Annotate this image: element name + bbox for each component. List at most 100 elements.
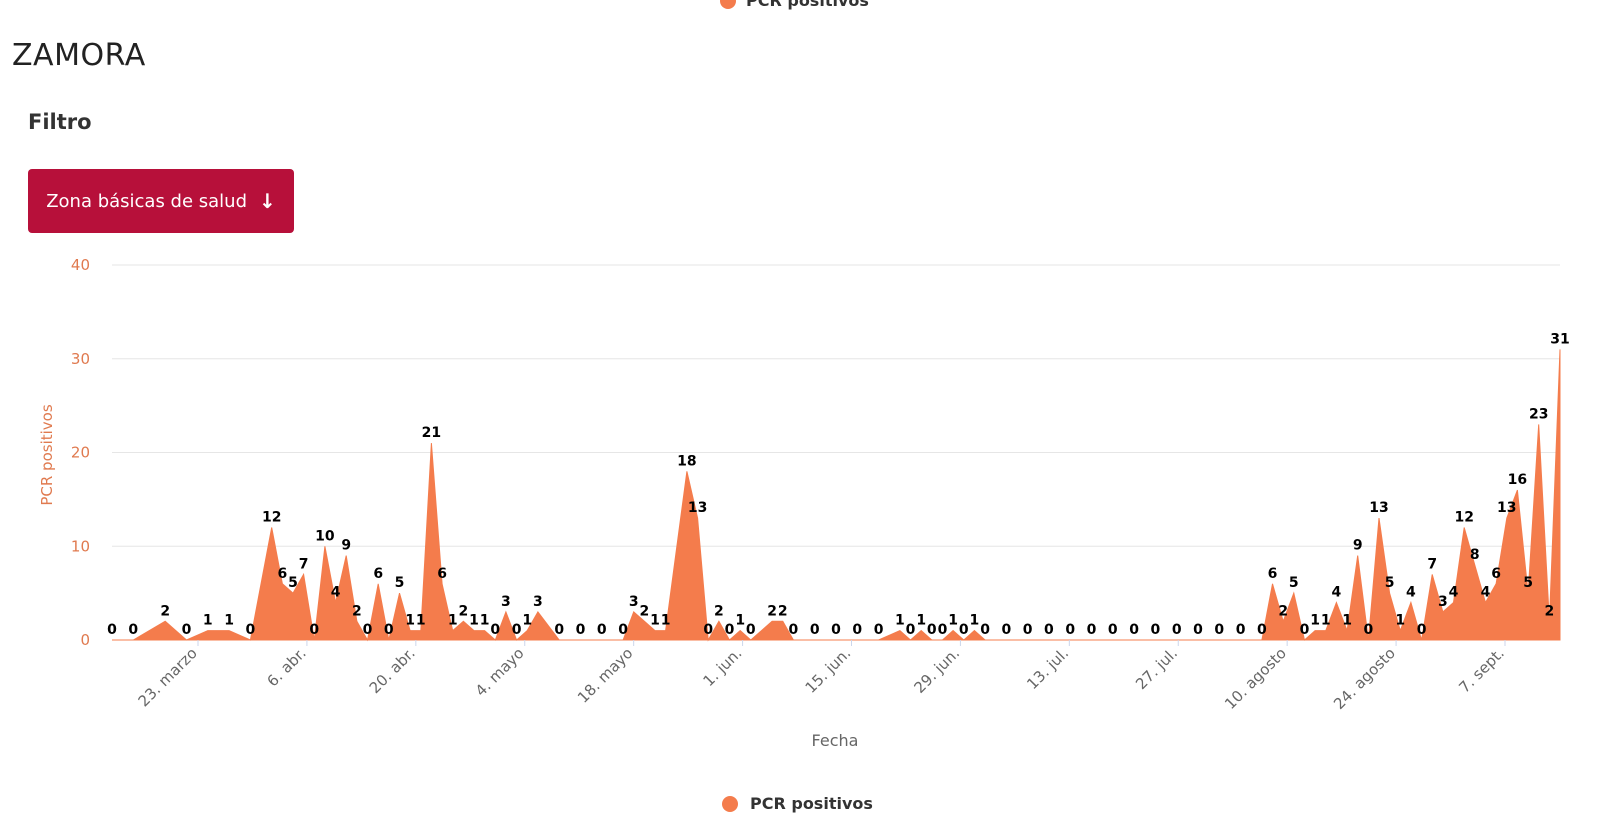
x-tick-label: 29. jun. — [911, 644, 964, 697]
data-label: 8 — [1470, 547, 1480, 563]
x-tick-label: 15. jun. — [802, 644, 855, 697]
data-label: 2 — [1278, 603, 1288, 619]
data-label: 1 — [1342, 613, 1352, 629]
legend-bottom[interactable]: PCR positivos — [722, 794, 873, 813]
x-tick-label: 24. agosto — [1330, 644, 1399, 713]
x-tick-label: 4. mayo — [472, 644, 528, 700]
data-label: 1 — [522, 613, 532, 629]
data-label: 0 — [927, 622, 937, 638]
data-label: 2 — [352, 603, 362, 619]
data-label: 1 — [1310, 613, 1320, 629]
data-label: 1 — [448, 613, 458, 629]
data-label: 4 — [1481, 585, 1491, 601]
data-label: 1 — [224, 613, 234, 629]
x-tick-label: 23. marzo — [135, 644, 201, 710]
zone-filter-button[interactable]: Zona básicas de salud ↓ — [28, 169, 294, 233]
y-tick-label: 0 — [80, 631, 90, 649]
data-label: 4 — [1449, 585, 1459, 601]
x-tick-label: 18. mayo — [574, 644, 637, 707]
data-label: 2 — [1545, 603, 1555, 619]
data-label: 13 — [688, 500, 707, 516]
data-label: 6 — [437, 566, 447, 582]
data-label: 18 — [677, 453, 696, 469]
data-label: 0 — [490, 622, 500, 638]
data-label: 13 — [1369, 500, 1388, 516]
data-label: 0 — [1044, 622, 1054, 638]
data-label: 0 — [597, 622, 607, 638]
data-label: 3 — [533, 594, 543, 610]
data-label: 1 — [948, 613, 958, 629]
x-tick-label: 20. abr. — [366, 644, 419, 697]
y-axis-title: PCR positivos — [38, 404, 56, 505]
data-label: 4 — [331, 585, 341, 601]
data-label: 7 — [299, 556, 309, 572]
data-label: 0 — [576, 622, 586, 638]
y-tick-label: 20 — [71, 444, 90, 462]
legend-dot-icon — [722, 795, 738, 812]
data-label: 0 — [1108, 622, 1118, 638]
data-label: 0 — [618, 622, 628, 638]
data-label: 7 — [1427, 556, 1437, 572]
data-label: 5 — [1289, 575, 1299, 591]
data-label: 0 — [938, 622, 948, 638]
data-label: 0 — [107, 622, 117, 638]
data-label: 4 — [1332, 585, 1342, 601]
data-label: 2 — [714, 603, 724, 619]
legend-top-label: PCR positivos — [746, 0, 869, 10]
data-label: 12 — [1454, 510, 1473, 526]
data-label: 0 — [1172, 622, 1182, 638]
data-label: 6 — [373, 566, 383, 582]
data-label: 6 — [1268, 566, 1278, 582]
data-label: 1 — [661, 613, 671, 629]
data-label: 0 — [810, 622, 820, 638]
page-title: ZAMORA — [12, 38, 146, 73]
filter-label: Filtro — [28, 110, 92, 134]
data-label: 12 — [262, 510, 281, 526]
x-tick-label: 7. sept. — [1455, 644, 1508, 697]
data-label: 0 — [309, 622, 319, 638]
x-tick-label: 6. abr. — [264, 644, 310, 690]
data-label: 1 — [1395, 613, 1405, 629]
data-label: 0 — [554, 622, 564, 638]
data-label: 0 — [703, 622, 713, 638]
data-label: 6 — [1491, 566, 1501, 582]
y-tick-label: 30 — [71, 350, 90, 368]
data-label: 0 — [789, 622, 799, 638]
data-label: 3 — [1438, 594, 1448, 610]
zone-filter-label: Zona básicas de salud — [46, 190, 248, 212]
data-label: 1 — [480, 613, 490, 629]
data-label: 5 — [395, 575, 405, 591]
data-label: 1 — [1321, 613, 1331, 629]
x-axis-title: Fecha — [812, 731, 859, 750]
y-tick-label: 40 — [71, 256, 90, 274]
data-label: 1 — [970, 613, 980, 629]
data-label: 6 — [278, 566, 288, 582]
data-label: 3 — [629, 594, 639, 610]
x-tick-label: 27. jul. — [1132, 644, 1181, 693]
data-label: 1 — [916, 613, 926, 629]
data-label: 0 — [1065, 622, 1075, 638]
data-label: 1 — [203, 613, 213, 629]
data-label: 0 — [725, 622, 735, 638]
data-label: 2 — [778, 603, 788, 619]
data-label: 2 — [767, 603, 777, 619]
data-label: 0 — [1087, 622, 1097, 638]
data-label: 0 — [831, 622, 841, 638]
legend-top[interactable]: PCR positivos — [720, 0, 869, 10]
data-label: 5 — [1385, 575, 1395, 591]
data-label: 0 — [1364, 622, 1374, 638]
legend-dot-icon — [720, 0, 736, 9]
x-tick-label: 1. jun. — [699, 644, 745, 690]
data-label: 0 — [384, 622, 394, 638]
data-label: 1 — [469, 613, 479, 629]
data-label: 1 — [895, 613, 905, 629]
data-label: 10 — [315, 528, 335, 544]
data-label: 0 — [1193, 622, 1203, 638]
data-label: 0 — [246, 622, 256, 638]
y-tick-label: 10 — [71, 537, 90, 555]
data-label: 9 — [1353, 538, 1363, 554]
legend-bottom-label: PCR positivos — [750, 794, 873, 813]
data-label: 16 — [1508, 472, 1527, 488]
data-label: 13 — [1497, 500, 1516, 516]
